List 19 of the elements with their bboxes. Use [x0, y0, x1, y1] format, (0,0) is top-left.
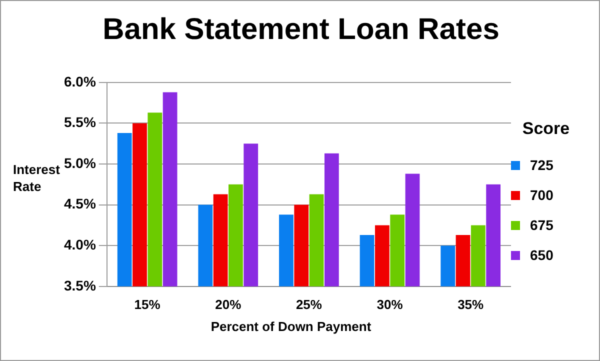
y-tick-label: 4.5%: [64, 196, 96, 212]
x-tick-label: 20%: [215, 296, 242, 312]
x-tick-label: 35%: [458, 296, 484, 312]
y-tick-label: 6.0%: [64, 73, 96, 90]
legend-label: 725: [530, 157, 554, 173]
y-tick-label: 3.5%: [64, 277, 96, 294]
chart-title: Bank Statement Loan Rates: [102, 13, 500, 47]
x-tick-label: 25%: [296, 296, 322, 312]
legend-title: Score: [521, 119, 571, 139]
y-tick-label: 4.0%: [64, 236, 96, 252]
x-tick-label: 15%: [134, 296, 161, 312]
y-axis-title: Interest Rate: [13, 161, 60, 195]
x-axis-title: Percent of Down Payment: [210, 319, 372, 334]
legend-label: 650: [530, 247, 554, 263]
y-tick-label: 5.5%: [64, 114, 96, 130]
y-tick-label: 5.0%: [64, 154, 96, 171]
x-tick-label: 30%: [376, 296, 404, 312]
legend-label: 700: [530, 187, 554, 203]
legend-label: 675: [530, 217, 554, 233]
